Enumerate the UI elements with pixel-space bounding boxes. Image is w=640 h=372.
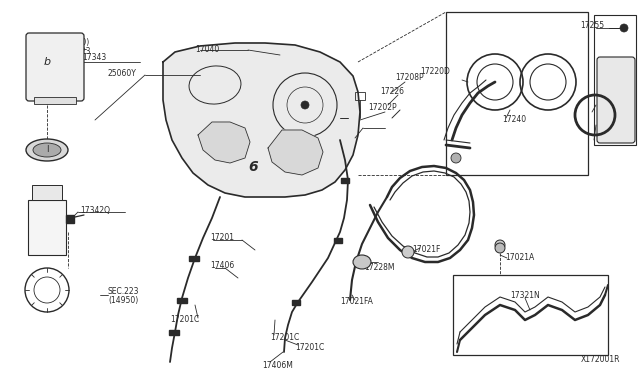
Text: 17429: 17429 bbox=[596, 97, 620, 106]
Circle shape bbox=[620, 24, 628, 32]
Text: SEC.223: SEC.223 bbox=[108, 288, 140, 296]
Ellipse shape bbox=[26, 139, 68, 161]
Bar bbox=[341, 178, 349, 183]
Bar bbox=[355, 92, 365, 100]
Bar bbox=[453, 275, 608, 355]
Text: 17021A: 17021A bbox=[505, 253, 534, 263]
Text: 17208P: 17208P bbox=[395, 74, 424, 83]
Bar bbox=[177, 298, 187, 303]
Text: 17021FA: 17021FA bbox=[340, 298, 373, 307]
Text: I: I bbox=[45, 145, 48, 154]
Ellipse shape bbox=[353, 255, 371, 269]
Text: 17201C: 17201C bbox=[170, 315, 199, 324]
Bar bbox=[34, 97, 76, 104]
Text: 17406: 17406 bbox=[210, 262, 234, 270]
FancyBboxPatch shape bbox=[597, 57, 635, 143]
Circle shape bbox=[451, 153, 461, 163]
FancyBboxPatch shape bbox=[26, 33, 84, 101]
Text: 17228M: 17228M bbox=[364, 263, 394, 273]
Text: 17021F: 17021F bbox=[412, 246, 440, 254]
Circle shape bbox=[495, 243, 505, 253]
Bar bbox=[292, 300, 300, 305]
Text: 17343: 17343 bbox=[82, 52, 106, 61]
Text: 17251: 17251 bbox=[596, 118, 620, 126]
Text: 17226: 17226 bbox=[380, 87, 404, 96]
Text: (14950): (14950) bbox=[59, 38, 89, 48]
Text: 17406M: 17406M bbox=[262, 360, 293, 369]
Text: 17255: 17255 bbox=[580, 20, 604, 29]
Polygon shape bbox=[268, 130, 323, 175]
Circle shape bbox=[495, 240, 505, 250]
Circle shape bbox=[301, 101, 309, 109]
Bar bbox=[66, 215, 74, 223]
Text: 17321N: 17321N bbox=[510, 291, 540, 299]
Text: 17040: 17040 bbox=[195, 45, 220, 55]
Text: 17202P: 17202P bbox=[368, 103, 397, 112]
Polygon shape bbox=[198, 122, 250, 163]
Text: 17201C: 17201C bbox=[295, 343, 324, 353]
Bar bbox=[189, 256, 199, 261]
Text: 6: 6 bbox=[248, 160, 258, 174]
Bar bbox=[169, 330, 179, 335]
Text: X172001R: X172001R bbox=[580, 356, 620, 365]
Bar bbox=[446, 12, 588, 175]
Text: b: b bbox=[44, 57, 51, 67]
Bar bbox=[594, 15, 636, 145]
Ellipse shape bbox=[33, 143, 61, 157]
Text: 25060Y: 25060Y bbox=[108, 68, 137, 77]
Text: 17342Q: 17342Q bbox=[80, 205, 110, 215]
Bar bbox=[334, 238, 342, 243]
Polygon shape bbox=[163, 43, 360, 197]
Bar bbox=[28, 199, 66, 254]
Text: 17201C: 17201C bbox=[270, 334, 300, 343]
Text: SEC.223: SEC.223 bbox=[59, 46, 90, 55]
Text: (14950): (14950) bbox=[108, 295, 138, 305]
Text: 17220D: 17220D bbox=[420, 67, 450, 77]
Bar bbox=[32, 185, 62, 199]
Text: 17240: 17240 bbox=[502, 115, 526, 125]
Text: 17201: 17201 bbox=[210, 234, 234, 243]
Circle shape bbox=[402, 246, 414, 258]
